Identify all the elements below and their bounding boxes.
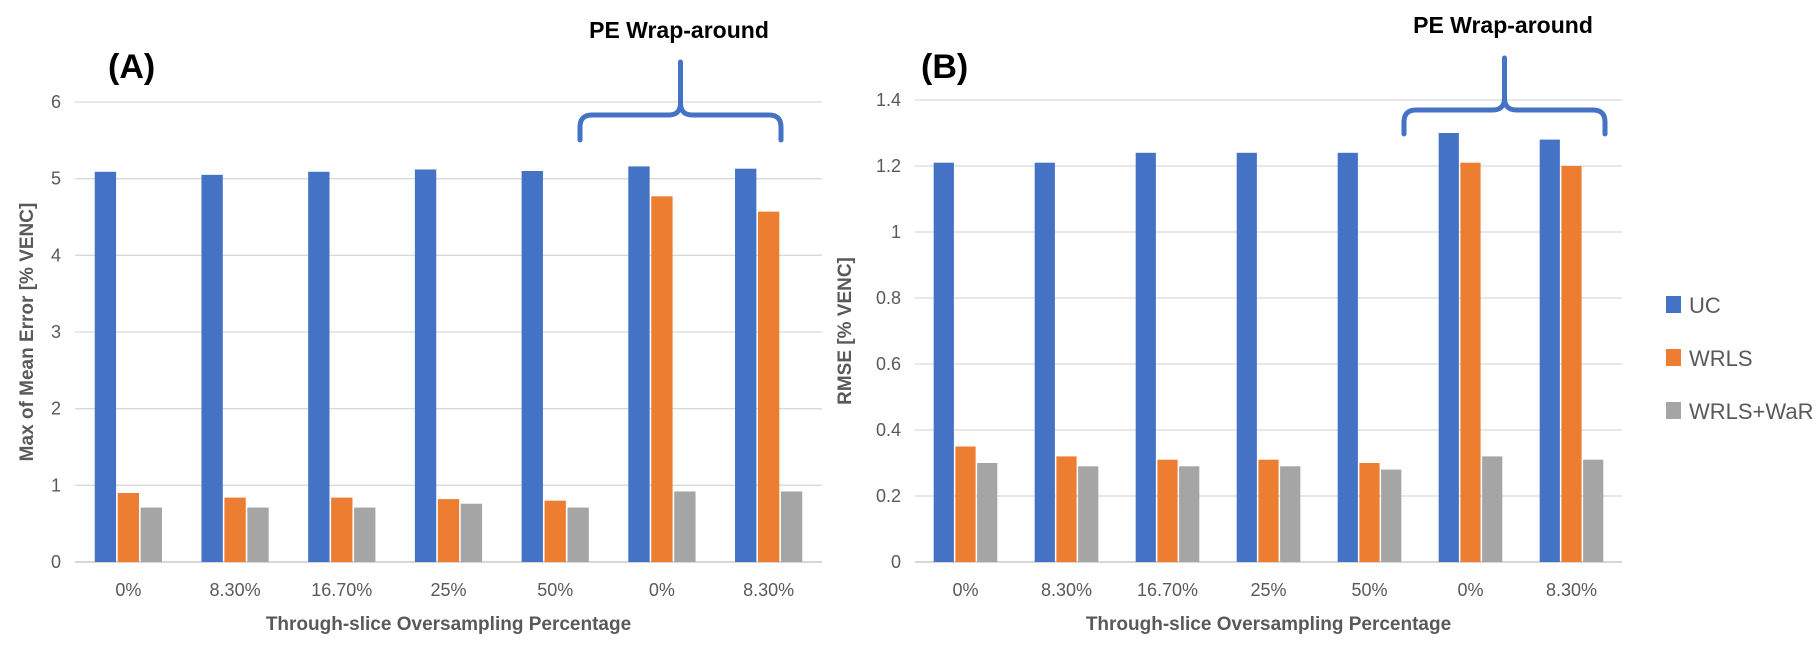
legend-label: UC: [1689, 293, 1721, 318]
bar-wrls: [1056, 456, 1077, 562]
x-tick-label: 25%: [430, 580, 466, 600]
y-tick-label: 1: [51, 475, 61, 495]
legend-label: WRLS+WaR: [1689, 399, 1813, 424]
bar-wrls-war: [1078, 466, 1099, 562]
bar-wrls: [1359, 463, 1380, 562]
bar-wrls-war: [1280, 466, 1301, 562]
bar-wrls-war: [567, 507, 589, 562]
bar-wrls: [955, 446, 976, 562]
bar-wrls: [1258, 459, 1279, 562]
bar-uc: [521, 171, 543, 562]
bar-wrls-war: [1583, 459, 1604, 562]
bar-wrls-war: [780, 491, 803, 562]
bar-uc: [933, 162, 954, 562]
bar-uc: [628, 166, 650, 562]
x-tick-label: 0%: [115, 580, 141, 600]
bar-wrls-war: [354, 507, 376, 562]
wrap-around-bracket: [577, 59, 784, 143]
legend: UC WRLS WRLS+WaR: [1666, 293, 1813, 424]
y-tick-label: 0.8: [876, 288, 901, 308]
legend-swatch-wrls-war: [1666, 402, 1681, 419]
y-tick-label: 1.4: [876, 90, 901, 110]
x-tick-label: 8.30%: [1041, 580, 1092, 600]
wrap-around-bracket: [1401, 55, 1608, 137]
x-tick-label: 50%: [537, 580, 573, 600]
y-tick-label: 1.2: [876, 156, 901, 176]
bar-wrls-war: [140, 507, 162, 562]
bar-wrls: [544, 500, 566, 562]
bar-uc: [735, 168, 757, 562]
bar-uc: [94, 171, 117, 562]
x-tick-label: 0%: [952, 580, 978, 600]
y-tick-label: 3: [51, 322, 61, 342]
y-tick-label: 0.6: [876, 354, 901, 374]
legend-swatch-uc: [1666, 296, 1681, 313]
x-axis-title: Through-slice Oversampling Percentage: [266, 614, 631, 635]
y-tick-label: 5: [51, 169, 61, 189]
bar-uc: [201, 174, 223, 563]
bar-wrls: [1157, 459, 1178, 562]
bar-wrls: [651, 196, 673, 563]
y-axis-title: RMSE [% VENC]: [835, 257, 856, 405]
bar-wrls-war: [1381, 469, 1402, 562]
x-tick-label: 8.30%: [743, 580, 794, 600]
x-tick-label: 16.70%: [1137, 580, 1198, 600]
y-axis-title: Max of Mean Error [% VENC]: [17, 203, 38, 462]
panel-label: (B): [921, 48, 968, 86]
chart-panel-a: 0 1 2 3 4 5 6 0% 8.30% 16.70% 25% 50% 0% 8.30% Max of …: [17, 17, 822, 635]
y-tick-label: 0: [891, 552, 901, 572]
y-tick-label: 0.4: [876, 420, 901, 440]
bar-uc: [1034, 162, 1055, 562]
legend-swatch-wrls: [1666, 349, 1681, 366]
bar-uc: [1135, 152, 1156, 563]
bar-wrls: [1460, 162, 1481, 562]
x-tick-label: 0%: [649, 580, 675, 600]
bar-wrls: [1561, 166, 1582, 562]
y-tick-label: 1: [891, 222, 901, 242]
y-tick-label: 6: [51, 92, 61, 112]
x-tick-label: 8.30%: [1546, 580, 1597, 600]
wrap-around-label: PE Wrap-around: [589, 17, 769, 43]
bar-uc: [308, 171, 330, 562]
bar-wrls-war: [247, 507, 269, 562]
bar-wrls-war: [977, 463, 998, 562]
bar-uc: [1236, 152, 1257, 563]
bar-wrls: [757, 211, 780, 562]
panel-label: (A): [108, 48, 155, 86]
x-tick-label: 25%: [1250, 580, 1286, 600]
x-axis-title: Through-slice Oversampling Percentage: [1086, 614, 1451, 635]
bar-wrls-war: [674, 491, 696, 562]
y-tick-label: 0: [51, 552, 61, 572]
bar-uc: [1337, 152, 1358, 563]
bar-wrls: [117, 493, 140, 562]
bar-wrls-war: [1179, 466, 1200, 562]
bar-wrls-war: [460, 503, 483, 562]
bar-wrls: [224, 497, 246, 562]
wrap-around-label: PE Wrap-around: [1413, 12, 1593, 38]
chart-panel-b: 0 0.2 0.4 0.6 0.8 1 1.2 1.4 0% 8.30% 16.70% 25% 50% 0…: [835, 12, 1622, 635]
bar-wrls: [331, 497, 353, 562]
bar-uc: [1539, 139, 1560, 562]
bar-wrls-war: [1482, 456, 1503, 562]
x-tick-label: 16.70%: [311, 580, 372, 600]
bar-uc: [1438, 133, 1459, 562]
y-tick-label: 2: [51, 399, 61, 419]
bar-wrls: [437, 499, 460, 562]
y-tick-label: 4: [51, 245, 61, 265]
x-tick-label: 50%: [1351, 580, 1387, 600]
y-tick-label: 0.2: [876, 486, 901, 506]
bar-uc: [414, 169, 437, 562]
x-tick-label: 8.30%: [210, 580, 261, 600]
x-tick-label: 0%: [1457, 580, 1483, 600]
legend-label: WRLS: [1689, 346, 1753, 371]
